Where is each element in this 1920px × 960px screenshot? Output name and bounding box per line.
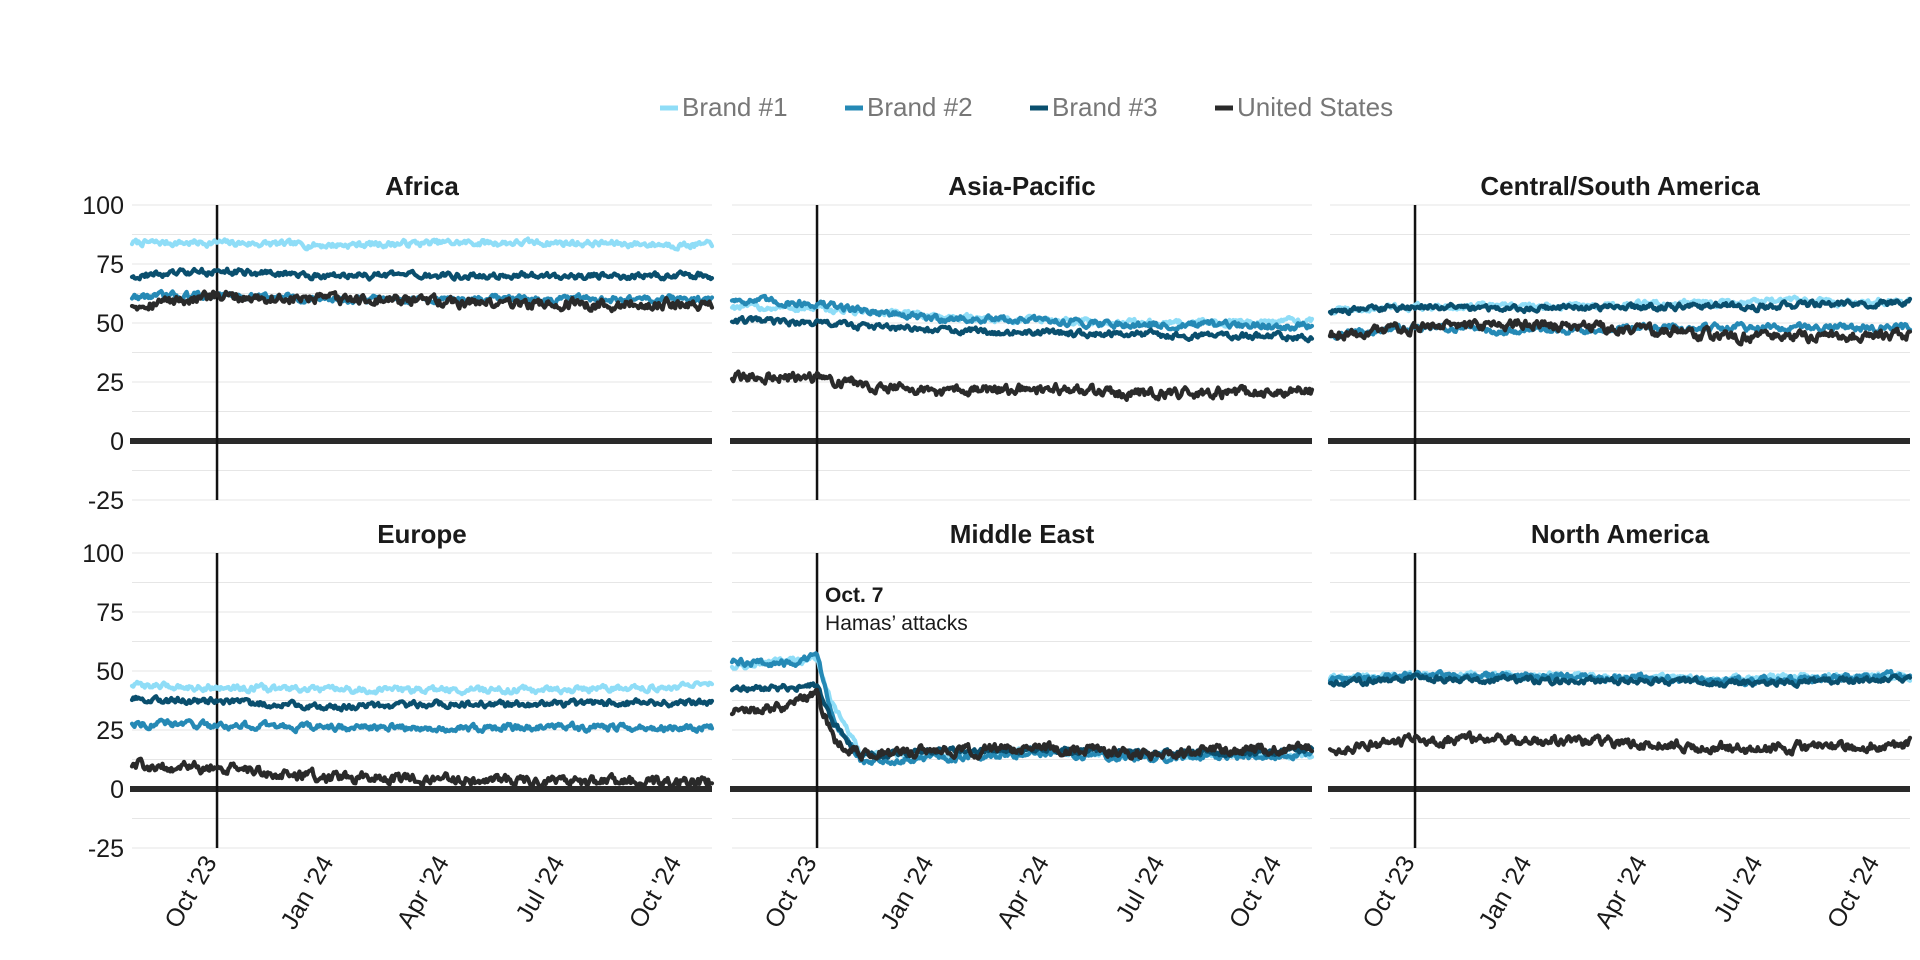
panel-title-asia-pacific: Asia-Pacific xyxy=(948,171,1095,201)
panel-title-central-south-america: Central/South America xyxy=(1480,171,1760,201)
series-line-brand-2-europe xyxy=(129,717,715,735)
series-line-brand-1-europe xyxy=(129,679,715,697)
ytick-label: 50 xyxy=(96,310,124,338)
series-line-brand-1-africa xyxy=(129,236,715,252)
xtick-label: Jul '24 xyxy=(1708,851,1768,927)
panel-title-north-america: North America xyxy=(1531,519,1710,549)
ytick-label: 100 xyxy=(82,540,124,568)
series-line-united-states-africa xyxy=(129,289,715,314)
series-line-united-states-north-america xyxy=(1327,730,1913,757)
panel-title-middle-east: Middle East xyxy=(950,519,1095,549)
series-line-brand-3-asia-pacific xyxy=(729,315,1315,344)
ytick-label: 0 xyxy=(110,428,124,456)
xtick-label: Jul '24 xyxy=(1110,851,1170,927)
series-line-united-states-central-south-america xyxy=(1327,318,1913,347)
xtick-label: Oct '24 xyxy=(1822,851,1886,933)
series-line-brand-3-africa xyxy=(129,266,715,282)
xtick-label: Apr '24 xyxy=(391,851,455,933)
xtick-label: Oct '24 xyxy=(1224,851,1288,933)
ytick-label: 25 xyxy=(96,369,124,397)
series-line-united-states-europe xyxy=(129,756,715,791)
xtick-label: Jan '24 xyxy=(275,851,339,934)
xtick-label: Apr '24 xyxy=(991,851,1055,933)
legend-label-united-states: United States xyxy=(1237,92,1393,122)
xtick-label: Apr '24 xyxy=(1589,851,1653,933)
ytick-label: -25 xyxy=(88,835,124,863)
xtick-label: Oct '23 xyxy=(1357,851,1420,933)
annotation-title: Oct. 7 xyxy=(825,584,883,607)
ytick-label: 25 xyxy=(96,717,124,745)
series-line-brand-3-europe xyxy=(129,694,715,713)
xtick-label: Oct '24 xyxy=(624,851,688,933)
legend-label-brand-3: Brand #3 xyxy=(1052,92,1158,122)
xtick-label: Jan '24 xyxy=(1473,851,1537,934)
series-line-brand-3-north-america xyxy=(1327,672,1913,689)
annotation-text: Hamas’ attacks xyxy=(825,612,968,635)
legend-label-brand-2: Brand #2 xyxy=(867,92,973,122)
series-line-brand-3-central-south-america xyxy=(1327,296,1913,317)
series-line-united-states-middle-east xyxy=(729,687,1315,762)
panel-title-africa: Africa xyxy=(385,171,459,201)
panel-title-europe: Europe xyxy=(377,519,467,549)
ytick-label: 100 xyxy=(82,192,124,220)
legend-label-brand-1: Brand #1 xyxy=(682,92,788,122)
ytick-label: -25 xyxy=(88,487,124,515)
ytick-label: 50 xyxy=(96,658,124,686)
xtick-label: Jul '24 xyxy=(510,851,570,927)
series-line-brand-2-asia-pacific xyxy=(729,293,1315,332)
series-line-united-states-asia-pacific xyxy=(729,369,1315,402)
ytick-label: 75 xyxy=(96,599,124,627)
ytick-label: 0 xyxy=(110,776,124,804)
ytick-label: 75 xyxy=(96,251,124,279)
xtick-label: Jan '24 xyxy=(875,851,939,934)
xtick-label: Oct '23 xyxy=(759,851,822,933)
xtick-label: Oct '23 xyxy=(159,851,222,933)
